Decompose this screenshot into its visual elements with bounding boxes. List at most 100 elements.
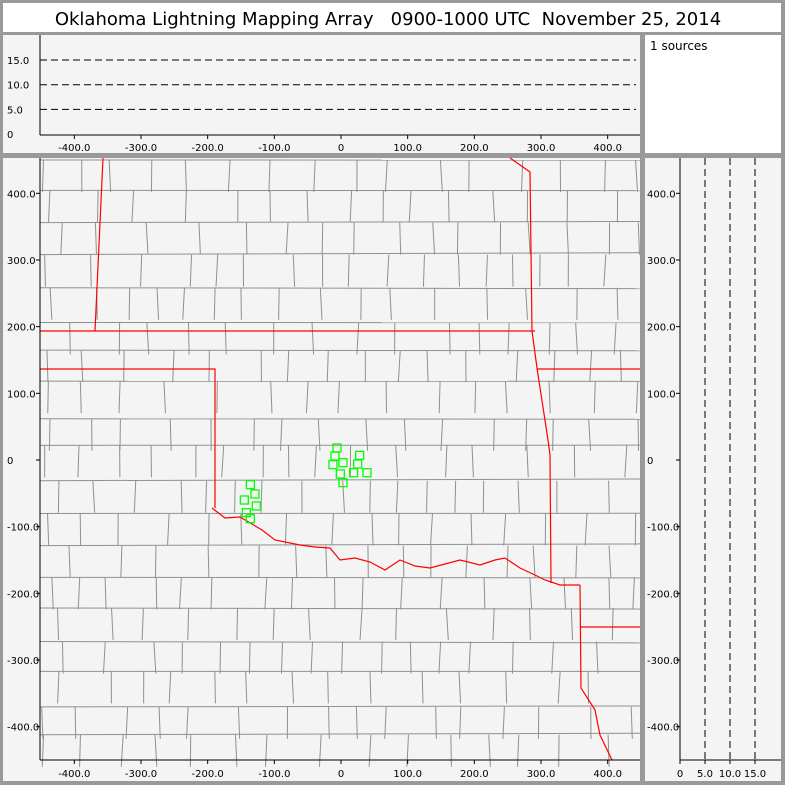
y-tick-label: 200.0 [647, 323, 676, 334]
county-line [92, 480, 96, 513]
county-line [39, 732, 641, 736]
county-line [90, 254, 92, 287]
county-line [240, 513, 243, 546]
county-line [272, 608, 275, 641]
county-line [133, 480, 137, 513]
county-line [356, 322, 360, 355]
county-line [68, 545, 71, 578]
y-tick-label: 400.0 [7, 189, 36, 200]
county-line [295, 545, 298, 578]
county-line [221, 445, 225, 478]
county-line [80, 350, 84, 383]
county-line [39, 252, 641, 256]
county-line [270, 381, 273, 414]
county-line [57, 671, 60, 704]
county-line [97, 190, 99, 223]
county-line [314, 445, 317, 478]
y-tick-label: -200.0 [647, 589, 679, 600]
y-tick-label: 400.0 [647, 189, 676, 200]
county-line [587, 671, 590, 704]
sources-count: 1 sources [650, 39, 708, 53]
county-line [48, 190, 51, 223]
county-line [532, 545, 536, 578]
x-tick-label: 300.0 [527, 143, 556, 154]
county-line [439, 577, 443, 610]
county-line [245, 671, 248, 704]
county-line [369, 671, 372, 704]
county-line [492, 608, 495, 641]
x-tick-label: -200.0 [192, 143, 224, 154]
y-tick-label: -300.0 [7, 656, 39, 667]
county-line [49, 287, 53, 320]
county-line [504, 381, 508, 414]
altitude-panel [3, 35, 640, 153]
county-line [313, 159, 316, 192]
county-line [421, 671, 424, 704]
county-line [470, 513, 473, 546]
county-line [56, 608, 60, 641]
county-line [245, 222, 248, 255]
county-line [596, 641, 599, 674]
county-line [104, 577, 107, 610]
x-tick-label: 0 [677, 769, 683, 780]
county-line [589, 350, 593, 383]
x-tick-label: -300.0 [125, 769, 157, 780]
county-line [237, 706, 241, 739]
county-line [210, 577, 213, 610]
county-line [611, 608, 614, 641]
county-line [187, 608, 190, 641]
county-line [613, 322, 617, 355]
county-line [607, 734, 610, 767]
county-line [361, 577, 364, 610]
county-line [284, 513, 288, 546]
county-line [61, 641, 64, 674]
county-line [189, 254, 193, 287]
county-line [386, 254, 390, 287]
county-line [551, 641, 554, 674]
x-tick-label: 200.0 [460, 143, 489, 154]
station-marker [355, 450, 365, 460]
county-borders [39, 159, 641, 767]
county-line [94, 222, 97, 255]
county-line [39, 607, 641, 610]
county-line [154, 734, 158, 767]
county-line [526, 445, 529, 478]
state-border-line [40, 368, 216, 508]
station-marker [349, 468, 359, 478]
county-line [474, 381, 477, 414]
county-line [456, 222, 459, 255]
county-line [57, 480, 60, 513]
y-tick-label: 100.0 [647, 389, 676, 400]
station-marker [250, 489, 260, 499]
county-line [511, 641, 514, 674]
county-line [552, 418, 554, 451]
county-line [39, 576, 641, 579]
sources-panel [645, 35, 781, 153]
county-line [205, 480, 208, 513]
county-line [167, 513, 170, 546]
county-line [248, 641, 251, 674]
county-line [517, 480, 520, 513]
county-line [325, 545, 328, 578]
county-line [471, 445, 474, 478]
county-line [458, 671, 462, 704]
county-line [503, 513, 507, 546]
x-tick-label: 10.0 [719, 769, 741, 780]
county-line [447, 190, 450, 223]
county-line [306, 190, 309, 223]
county-line [79, 381, 82, 414]
county-line [168, 671, 172, 704]
county-line [207, 545, 210, 578]
y-tick-label: 5.0 [7, 105, 23, 116]
county-line [548, 381, 551, 414]
state-border-line [579, 584, 613, 761]
county-line [381, 641, 383, 674]
county-line [326, 350, 329, 383]
figure-title: Oklahoma Lightning Mapping Array 0900-10… [55, 9, 721, 30]
county-line [39, 478, 641, 482]
county-line [517, 734, 520, 767]
county-line [395, 608, 397, 641]
county-line [48, 418, 51, 451]
county-line [422, 254, 425, 287]
county-line [486, 287, 489, 320]
